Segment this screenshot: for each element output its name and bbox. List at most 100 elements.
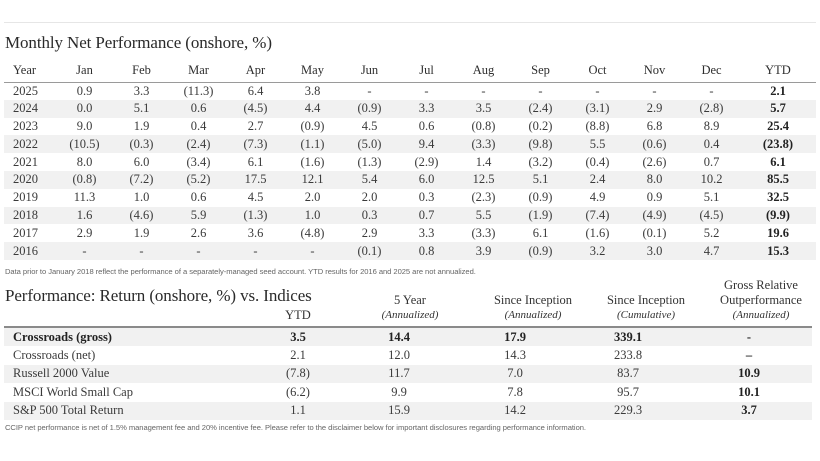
since-inception-cumulative-cell: 83.7 bbox=[570, 364, 686, 384]
jun-cell: (1.3) bbox=[357, 154, 382, 169]
ytd-cell: (23.8) bbox=[740, 135, 816, 154]
aug-cell: 3.5 bbox=[455, 99, 512, 118]
may-cell: 2.0 bbox=[304, 190, 321, 205]
col-header-gross-relative-outperformance: Gross Relative Outperformance (Annualize… bbox=[720, 278, 802, 321]
may-cell: (1.1) bbox=[284, 135, 341, 154]
dec-cell: (2.8) bbox=[683, 99, 740, 118]
five-year-cell: 11.7 bbox=[338, 364, 460, 384]
monthly-row-2023: 2023 9.0 1.9 0.4 2.7 (0.9) 4.5 0.6 (0.8) (0.2) (8.… bbox=[4, 118, 816, 136]
mar-cell: 0.6 bbox=[190, 190, 207, 205]
mar-cell: (3.4) bbox=[186, 154, 211, 169]
dec-cell: 5.1 bbox=[703, 190, 720, 205]
monthly-footnote: Data prior to January 2018 reflect the p… bbox=[5, 267, 476, 276]
gross-relative-outperformance-cell: - bbox=[686, 328, 812, 347]
nov-cell: - bbox=[652, 83, 657, 98]
may-cell: 4.4 bbox=[284, 99, 341, 118]
may-cell: (4.8) bbox=[300, 225, 325, 240]
dec-cell: 4.7 bbox=[683, 242, 740, 260]
aug-cell: 5.5 bbox=[455, 206, 512, 225]
year-cell: 2023 bbox=[13, 118, 38, 133]
jan-cell: - bbox=[56, 242, 113, 260]
year-cell: 2024 bbox=[4, 99, 56, 118]
col-header-apr: Apr bbox=[227, 60, 284, 83]
ytd-cell: (6.2) bbox=[286, 384, 310, 399]
oct-cell: 5.5 bbox=[569, 135, 626, 154]
apr-cell: (4.5) bbox=[227, 99, 284, 118]
jul-cell: 0.6 bbox=[418, 118, 435, 133]
mar-cell: (2.4) bbox=[170, 135, 227, 154]
jun-cell: (0.1) bbox=[341, 242, 398, 260]
year-cell: 2021 bbox=[13, 154, 38, 169]
feb-cell: 1.0 bbox=[133, 190, 150, 205]
jun-cell: 2.9 bbox=[361, 225, 378, 240]
col-header-jul: Jul bbox=[398, 60, 455, 83]
year-cell: 2020 bbox=[4, 170, 56, 189]
dec-cell: - bbox=[709, 83, 714, 98]
nov-cell: (0.1) bbox=[642, 225, 667, 240]
sep-cell: (0.9) bbox=[528, 190, 553, 205]
feb-cell: (7.2) bbox=[113, 170, 170, 189]
ytd-cell: 85.5 bbox=[740, 170, 816, 189]
col-header-since-inception-cumulative: Since Inception (Cumulative) bbox=[606, 293, 686, 321]
col-header-ytd: YTD bbox=[285, 308, 311, 322]
nov-cell: 0.9 bbox=[646, 190, 663, 205]
since-inception-annualized-cell: 7.8 bbox=[507, 384, 523, 399]
mar-cell: 0.6 bbox=[170, 99, 227, 118]
col-header-mar: Mar bbox=[170, 60, 227, 83]
feb-cell: (0.3) bbox=[113, 135, 170, 154]
may-cell: 3.8 bbox=[304, 83, 321, 98]
performance-row: Russell 2000 Value (7.8) 11.7 7.0 83.7 10.9 bbox=[4, 364, 812, 384]
feb-cell: 6.0 bbox=[133, 154, 150, 169]
name-cell: Crossroads (gross) bbox=[4, 328, 258, 347]
sep-cell: (3.2) bbox=[528, 154, 553, 169]
jun-cell: 0.3 bbox=[341, 206, 398, 225]
aug-cell: 3.9 bbox=[455, 242, 512, 260]
jul-cell: 3.3 bbox=[418, 225, 435, 240]
performance-row: Crossroads (gross) 3.5 14.4 17.9 339.1- bbox=[4, 328, 812, 347]
performance-row: Crossroads (net) 2.1 12.0 14.3 233.8 – bbox=[4, 346, 812, 364]
sep-cell: 6.1 bbox=[532, 225, 549, 240]
col-header-aug: Aug bbox=[455, 60, 512, 83]
ytd-cell: 32.5 bbox=[767, 190, 789, 205]
since-inception-cumulative-cell: 229.3 bbox=[570, 401, 686, 420]
aug-cell: (3.3) bbox=[455, 135, 512, 154]
ytd-cell: 6.1 bbox=[770, 154, 786, 169]
feb-cell: 1.9 bbox=[133, 118, 150, 133]
feb-cell: (4.6) bbox=[113, 206, 170, 225]
jan-cell: (10.5) bbox=[56, 135, 113, 154]
col-header-since-inception-annualized: Since Inception (Annualized) bbox=[493, 293, 573, 321]
jul-cell: 0.3 bbox=[418, 190, 435, 205]
monthly-row-2017: 2017 2.9 1.9 2.6 3.6 (4.8) 2.9 3.3 (3.3) 6.1 (1.6)… bbox=[4, 224, 816, 242]
oct-cell: 3.2 bbox=[569, 242, 626, 260]
performance-header-rule bbox=[4, 326, 812, 328]
oct-cell: (3.1) bbox=[569, 99, 626, 118]
may-cell: - bbox=[284, 242, 341, 260]
may-cell: 1.0 bbox=[284, 206, 341, 225]
performance-row: S&P 500 Total Return 1.1 15.9 14.2 229.3 3.7 bbox=[4, 401, 812, 420]
year-cell: 2017 bbox=[13, 225, 38, 240]
jul-cell: - bbox=[424, 83, 429, 98]
jan-cell: 11.3 bbox=[73, 190, 96, 205]
monthly-row-2025: 2025 0.9 3.3 (11.3) 6.4 3.8 - - - - - - - 2.1 bbox=[4, 82, 816, 100]
nov-cell: (4.9) bbox=[626, 206, 683, 225]
feb-cell: 5.1 bbox=[113, 99, 170, 118]
ytd-cell: 19.6 bbox=[767, 225, 789, 240]
jun-cell: (0.9) bbox=[341, 99, 398, 118]
year-cell: 2019 bbox=[13, 190, 38, 205]
feb-cell: 1.9 bbox=[133, 225, 150, 240]
dec-cell: 0.7 bbox=[703, 154, 720, 169]
col-header-jun: Jun bbox=[341, 60, 398, 83]
since-inception-annualized-cell: 14.3 bbox=[504, 348, 526, 363]
sep-cell: (0.2) bbox=[528, 118, 553, 133]
ytd-cell: 3.5 bbox=[258, 328, 338, 347]
aug-cell: (3.3) bbox=[471, 225, 496, 240]
year-cell: 2018 bbox=[4, 206, 56, 225]
name-cell: S&P 500 Total Return bbox=[4, 401, 258, 420]
monthly-row-2022: 2022 (10.5) (0.3) (2.4) (7.3) (1.1) (5.0) 9.4 (3… bbox=[4, 135, 816, 154]
performance-header: YTD 5 Year (Annualized) Since Inception … bbox=[0, 278, 820, 327]
mar-cell: (11.3) bbox=[183, 83, 214, 98]
col-header-jan: Jan bbox=[56, 60, 113, 83]
jun-cell: - bbox=[367, 83, 372, 98]
sep-cell: (1.9) bbox=[512, 206, 569, 225]
jun-cell: 5.4 bbox=[341, 170, 398, 189]
